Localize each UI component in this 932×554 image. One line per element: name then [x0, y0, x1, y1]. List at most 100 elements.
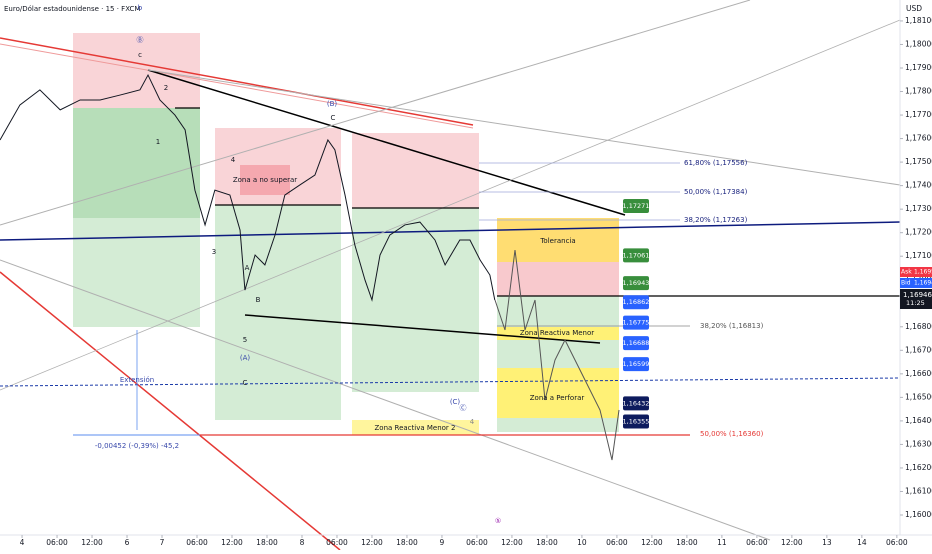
price-tag-label: 1,16688: [623, 339, 650, 347]
annotation: 38,20% (1,17263): [684, 216, 748, 224]
y-tick-label: 1,17500: [905, 157, 932, 166]
drawings: [0, 0, 901, 551]
y-tick-label: 1,16700: [905, 345, 932, 354]
annotation: ⑤: [495, 517, 501, 525]
price-tag-label: 1,16862: [623, 298, 650, 306]
annotation: (B): [327, 100, 338, 108]
x-tick-label: 06:00: [746, 538, 768, 547]
annotation: c: [138, 51, 142, 59]
price-tag: [623, 315, 649, 330]
annotation: b: [138, 4, 143, 12]
annotation: Zona a no superar: [233, 176, 297, 184]
y-tick-label: 1,16800: [905, 322, 932, 331]
annotation: 4: [231, 156, 236, 164]
price-tag-label: 1,16599: [623, 360, 650, 368]
x-tick-label: 18:00: [536, 538, 558, 547]
x-tick-label: 7: [160, 538, 165, 547]
x-tick-label: 12:00: [221, 538, 243, 547]
price-tag: [623, 396, 649, 411]
ask-price: 1,16956: [914, 269, 932, 276]
y-tick-label: 1,17800: [905, 87, 932, 96]
price-tag: [623, 336, 649, 351]
price-tag: [623, 248, 649, 263]
y-tick-label: 1,17100: [905, 251, 932, 260]
annotation: Zona Reactiva Menor 2: [375, 424, 456, 432]
price-tag-label: 1,17271: [623, 202, 650, 210]
y-tick-label: 1,16000: [905, 510, 932, 519]
ask-label: Ask: [901, 269, 912, 276]
annotation: Zona Reactiva Menor: [520, 329, 594, 337]
bid-price: 1,16946: [914, 280, 932, 287]
last-box: [900, 289, 932, 309]
bid-label: Bid: [901, 280, 911, 287]
annotation: C: [243, 379, 248, 387]
y-tick-label: 1,16100: [905, 486, 932, 495]
y-tick-label: 1,17200: [905, 228, 932, 237]
annotation: 3: [212, 248, 216, 256]
annotation: 50,00% (1,16360): [700, 430, 764, 438]
price-tag-label: 1,17061: [623, 251, 650, 259]
price-tag-label: 1,16943: [623, 279, 650, 287]
annotation: 38,20% (1,16813): [700, 322, 764, 330]
price-tag-label: 1,16355: [623, 417, 650, 425]
y-tick-label: 1,18100: [905, 16, 932, 25]
annotation: 50,00% (1,17384): [684, 188, 748, 196]
bid-box: [900, 278, 932, 288]
x-tick-label: 12:00: [501, 538, 523, 547]
currency: USD: [906, 4, 922, 13]
x-tick-label: 4: [20, 538, 25, 547]
price-line: [0, 73, 496, 302]
annotation: Zona a Perforar: [530, 394, 585, 402]
y-tick-label: 1,17700: [905, 110, 932, 119]
annotation: Extensión: [120, 376, 154, 384]
y-tick-label: 1,16200: [905, 463, 932, 472]
ask-box: [900, 267, 932, 277]
x-tick-label: 9: [440, 538, 445, 547]
x-tick-label: 6: [125, 538, 130, 547]
x-tick-label: 12:00: [361, 538, 383, 547]
price-tag: [623, 414, 649, 429]
y-tick-label: 1,16300: [905, 439, 932, 448]
annotation: -0,00452 (-0,39%) -45,2: [95, 442, 179, 450]
x-tick-label: 12:00: [781, 538, 803, 547]
x-tick-label: 06:00: [886, 538, 908, 547]
annotation: 4: [470, 418, 475, 426]
annotation: 61,80% (1,17556): [684, 159, 748, 167]
y-tick-label: 1,16500: [905, 392, 932, 401]
price-tag: [623, 198, 649, 213]
y-tick-label: 1,17300: [905, 204, 932, 213]
price-tag: [623, 276, 649, 291]
x-tick-label: 12:00: [81, 538, 103, 547]
y-tick-label: 1,18000: [905, 39, 932, 48]
x-tick-label: 06:00: [606, 538, 628, 547]
price-tag-label: 1,16432: [623, 399, 650, 407]
countdown: 11:25: [906, 299, 925, 307]
annotation: B: [256, 296, 261, 304]
x-tick-label: 13: [822, 538, 832, 547]
x-tick-label: 8: [300, 538, 305, 547]
x-tick-label: 18:00: [256, 538, 278, 547]
x-tick-label: 06:00: [186, 538, 208, 547]
x-tick-label: 06:00: [46, 538, 68, 547]
annotation: C: [331, 114, 336, 122]
y-tick-label: 1,17600: [905, 134, 932, 143]
x-tick-label: 12:00: [641, 538, 663, 547]
price-tag-label: 1,16775: [623, 319, 650, 327]
x-tick-label: 18:00: [396, 538, 418, 547]
price-tag: [623, 357, 649, 372]
y-tick-label: 1,16400: [905, 416, 932, 425]
x-tick-label: 11: [717, 538, 727, 547]
x-tick-label: 18:00: [676, 538, 698, 547]
annotation: Tolerancia: [539, 237, 575, 245]
y-tick-label: 1,17900: [905, 63, 932, 72]
x-tick-label: 10: [577, 538, 587, 547]
annotation: A: [245, 264, 250, 272]
annotation: 5: [243, 336, 247, 344]
annotation: 2: [164, 84, 168, 92]
annotation: Ⓑ: [137, 36, 144, 44]
x-tick-label: 06:00: [466, 538, 488, 547]
annotation: (A): [240, 354, 251, 362]
x-tick-label: 14: [857, 538, 867, 547]
chart-title: Euro/Dólar estadounidense · 15 · FXCM: [4, 5, 140, 13]
